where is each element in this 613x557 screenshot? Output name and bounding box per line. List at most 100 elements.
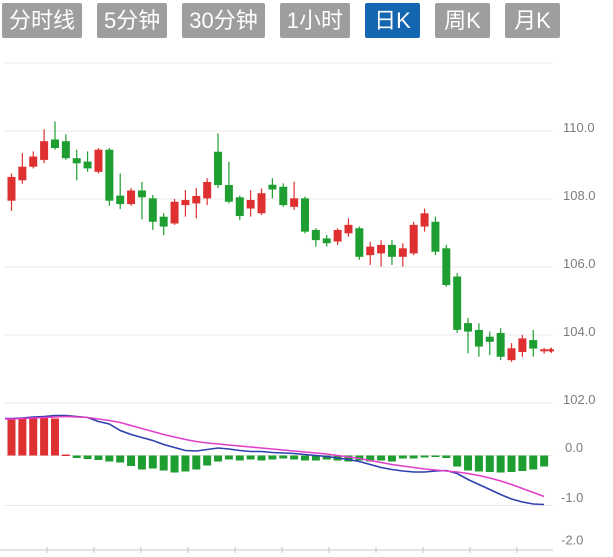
macd-bar <box>214 455 223 462</box>
macd-bar <box>50 418 59 456</box>
macd-bar <box>127 455 136 466</box>
candle <box>529 340 538 349</box>
price-label: 106.0 <box>563 256 596 271</box>
macd-bar <box>485 455 494 472</box>
macd-bar <box>18 417 27 456</box>
macd-bar <box>279 455 288 459</box>
macd-bar <box>224 455 233 460</box>
candle <box>170 201 179 224</box>
candle <box>192 195 201 204</box>
macd-histogram <box>7 417 549 473</box>
candles <box>7 121 549 362</box>
candlestick-chart[interactable]: 110.0 108.0 106.0 104.0 102.0 0.0 -1.0 -2.0 <box>0 50 613 557</box>
candle <box>409 224 418 254</box>
macd-bar <box>366 455 375 462</box>
macd-bar <box>257 455 266 461</box>
candle <box>214 151 223 186</box>
last-price-arrow-icon <box>547 347 552 354</box>
macd-bar <box>246 455 255 460</box>
macd-bar <box>159 455 168 471</box>
price-label: 110.0 <box>563 120 595 135</box>
candle <box>518 338 527 352</box>
dif-line <box>5 414 545 506</box>
macd-bar <box>61 454 70 456</box>
candle <box>94 149 103 172</box>
candle <box>540 349 549 352</box>
interval-tab-bar: 分时线 5分钟 30分钟 1小时 日K 周K 月K <box>0 0 613 38</box>
macd-bar <box>311 455 320 461</box>
macd-bar <box>431 455 440 457</box>
macd-bar <box>322 455 331 460</box>
candle <box>290 198 299 207</box>
price-label: 102.0 <box>563 392 596 407</box>
candle <box>137 190 146 198</box>
candle <box>40 141 49 160</box>
chart-area[interactable]: 110.0 108.0 106.0 104.0 102.0 0.0 -1.0 -2.0 <box>0 50 613 557</box>
indicator-label: -2.0 <box>561 533 583 548</box>
candle <box>398 248 407 257</box>
macd-bar <box>235 455 244 461</box>
macd-bar <box>192 455 201 470</box>
macd-bar <box>116 455 125 463</box>
candle <box>116 195 125 205</box>
candle <box>72 158 81 164</box>
tab-monthly-k[interactable]: 月K <box>505 3 560 38</box>
last-price-marker <box>547 347 554 354</box>
main-grid <box>5 62 553 506</box>
macd-bar <box>442 455 451 458</box>
price-label: 108.0 <box>563 188 596 203</box>
tab-1hour[interactable]: 1小时 <box>279 3 350 38</box>
candle <box>464 323 473 332</box>
candle <box>420 213 429 227</box>
macd-bar <box>181 455 190 472</box>
candle <box>311 229 320 241</box>
tab-daily-k[interactable]: 日K <box>365 3 420 38</box>
macd-bar <box>300 455 309 461</box>
macd-bar <box>148 455 157 469</box>
macd-bar <box>170 455 179 473</box>
candle <box>257 193 266 214</box>
candle <box>224 185 233 202</box>
candle <box>453 276 462 330</box>
dea-line <box>5 415 545 498</box>
candle <box>18 166 27 181</box>
candle <box>246 200 255 209</box>
candle <box>377 244 386 254</box>
candle <box>496 332 505 357</box>
macd-bar <box>453 455 462 467</box>
macd-bar <box>203 455 212 466</box>
tab-5min[interactable]: 5分钟 <box>97 3 168 38</box>
macd-bar <box>529 455 538 470</box>
candle <box>485 336 494 342</box>
macd-bar <box>7 418 16 456</box>
tab-30min[interactable]: 30分钟 <box>182 3 265 38</box>
macd-bar <box>290 455 299 460</box>
indicator-label: -1.0 <box>561 490 583 505</box>
macd-bar <box>409 455 418 459</box>
macd-bar <box>137 455 146 470</box>
macd-bar <box>344 455 353 462</box>
macd-bar <box>398 455 407 459</box>
macd-bar <box>83 455 92 459</box>
candle <box>203 182 212 199</box>
candle <box>127 190 136 205</box>
candle <box>507 348 516 361</box>
macd-bar <box>377 455 386 461</box>
candle <box>29 156 38 167</box>
candle <box>181 200 190 206</box>
candle <box>235 197 244 216</box>
candle <box>355 228 364 257</box>
tab-weekly-k[interactable]: 周K <box>435 3 490 38</box>
macd-bar <box>420 455 429 458</box>
price-labels: 110.0 108.0 106.0 104.0 102.0 0.0 -1.0 -2.0 <box>561 120 596 548</box>
macd-bar <box>464 455 473 471</box>
macd-bar <box>40 418 49 456</box>
macd-bar <box>29 417 38 456</box>
macd-bar <box>72 455 81 458</box>
candle <box>159 216 168 227</box>
tab-minute-line[interactable]: 分时线 <box>2 3 83 38</box>
candle <box>61 141 70 159</box>
candle <box>366 246 375 256</box>
candle <box>300 198 309 232</box>
candle <box>442 248 451 286</box>
